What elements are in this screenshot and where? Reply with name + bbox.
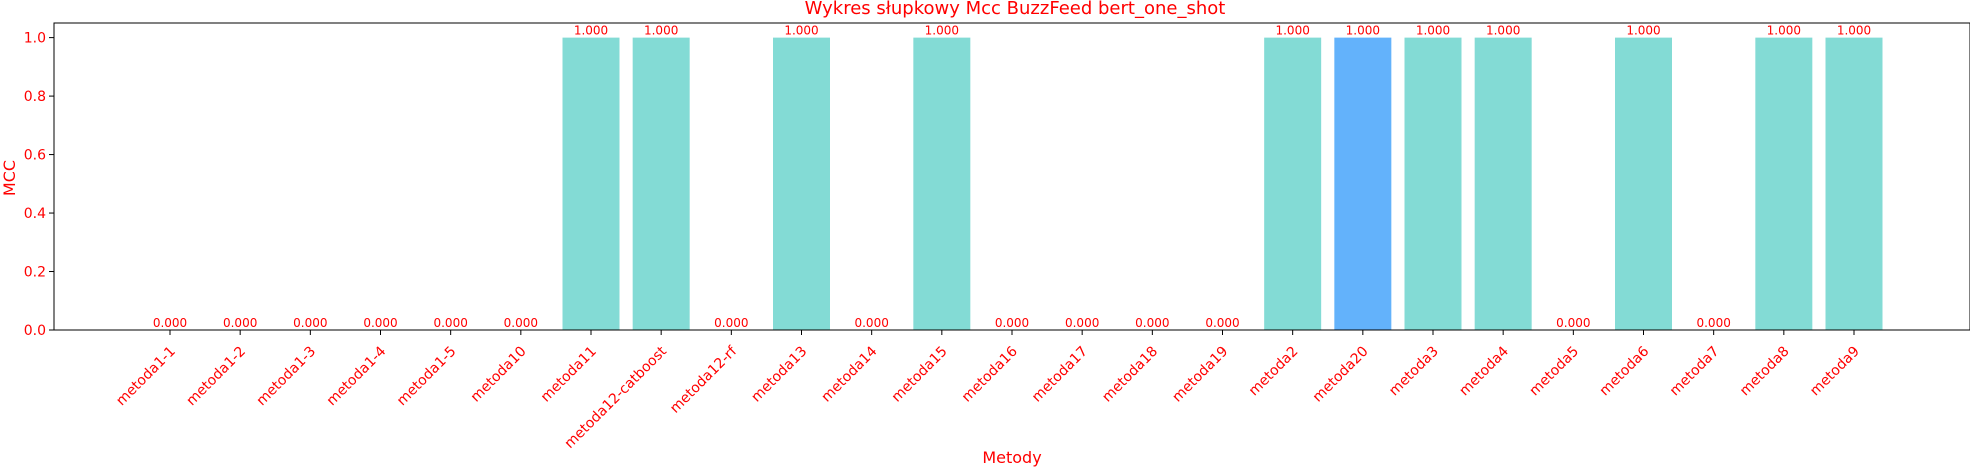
- x-tick-label-metoda19: metoda19: [1169, 344, 1231, 406]
- bars-group: [562, 37, 1883, 330]
- y-tick-label-0.6: 0.6: [24, 148, 46, 164]
- x-tick-label-metoda13: metoda13: [748, 344, 810, 406]
- x-tick-label-metoda7: metoda7: [1667, 344, 1723, 400]
- data-label-metoda1-4: 0.000: [363, 316, 397, 330]
- chart-title: Wykres słupkowy Mcc BuzzFeed bert_one_sh…: [805, 0, 1226, 19]
- data-label-metoda4: 1.000: [1486, 24, 1520, 38]
- x-tick-label-metoda14: metoda14: [819, 343, 881, 405]
- data-label-metoda5: 0.000: [1556, 316, 1590, 330]
- bar-metoda6: [1615, 37, 1672, 330]
- bar-metoda8: [1755, 37, 1813, 330]
- data-label-metoda10: 0.000: [504, 316, 538, 330]
- x-tick-label-metoda12-rf: metoda12-rf: [667, 343, 741, 417]
- y-tick-label-1.0: 1.0: [24, 31, 46, 47]
- data-label-metoda19: 0.000: [1205, 316, 1239, 330]
- x-tick-label-metoda9: metoda9: [1807, 344, 1863, 400]
- x-tick-label-metoda18: metoda18: [1099, 344, 1161, 406]
- data-label-metoda13: 1.000: [784, 24, 818, 38]
- x-tick-label-metoda8: metoda8: [1737, 344, 1793, 400]
- x-tick-label-metoda17: metoda17: [1029, 344, 1091, 406]
- x-tick-label-metoda4: metoda4: [1456, 343, 1512, 399]
- data-label-metoda1-2: 0.000: [223, 316, 257, 330]
- bar-metoda2: [1264, 37, 1322, 330]
- bar-metoda13: [773, 37, 830, 330]
- data-label-metoda2: 1.000: [1275, 24, 1309, 38]
- data-label-metoda17: 0.000: [1065, 316, 1099, 330]
- data-label-metoda8: 1.000: [1767, 24, 1801, 38]
- data-label-metoda14: 0.000: [854, 316, 888, 330]
- bar-metoda20: [1334, 37, 1392, 330]
- data-label-metoda6: 1.000: [1626, 24, 1660, 38]
- bar-metoda4: [1474, 37, 1532, 330]
- x-axis-label: Metody: [982, 448, 1041, 467]
- data-label-metoda16: 0.000: [995, 316, 1029, 330]
- x-tick-label-metoda1-3: metoda1-3: [254, 344, 320, 410]
- data-label-metoda7: 0.000: [1696, 316, 1730, 330]
- bar-metoda11: [562, 37, 620, 330]
- x-tick-label-metoda1-5: metoda1-5: [394, 344, 460, 410]
- y-tick-label-0.4: 0.4: [24, 206, 46, 222]
- data-label-metoda1-1: 0.000: [153, 316, 187, 330]
- x-tick-label-metoda16: metoda16: [959, 343, 1021, 405]
- bar-metoda12-catboost: [632, 37, 690, 330]
- x-tick-label-metoda11: metoda11: [538, 344, 600, 406]
- x-tick-label-metoda15: metoda15: [889, 344, 951, 406]
- x-tick-label-metoda5: metoda5: [1527, 344, 1583, 400]
- x-tick-label-metoda3: metoda3: [1386, 344, 1442, 400]
- plot-frame: [53, 22, 1970, 331]
- x-tick-label-metoda1-4: metoda1-4: [324, 343, 390, 409]
- bar-metoda3: [1404, 37, 1462, 330]
- data-label-metoda9: 1.000: [1837, 24, 1871, 38]
- data-label-metoda1-5: 0.000: [433, 316, 467, 330]
- x-tick-label-metoda2: metoda2: [1246, 344, 1302, 400]
- data-labels-group: 0.000 0.000 0.000 0.000 0.000 0.000 1.000 1.000…: [153, 24, 1871, 330]
- data-label-metoda15: 1.000: [925, 24, 959, 38]
- x-tick-label-metoda1-2: metoda1-2: [183, 344, 249, 410]
- y-axis: 0.0 0.2 0.4 0.6 0.8 1.0: [24, 31, 54, 339]
- x-tick-label-metoda20: metoda20: [1310, 344, 1372, 406]
- x-tick-label-metoda1-1: metoda1-1: [113, 344, 179, 410]
- y-axis-label: MCC: [0, 160, 19, 196]
- data-label-metoda1-3: 0.000: [293, 316, 327, 330]
- data-label-metoda3: 1.000: [1416, 24, 1450, 38]
- data-label-metoda11: 1.000: [574, 24, 608, 38]
- y-tick-label-0.2: 0.2: [24, 265, 46, 281]
- y-tick-label-0.8: 0.8: [24, 89, 46, 105]
- x-axis: metoda1-1 metoda1-2 metoda1-3 metoda1-4 meto…: [113, 330, 1863, 452]
- bar-metoda15: [913, 37, 971, 330]
- data-label-metoda12-catboost: 1.000: [644, 24, 678, 38]
- y-tick-label-0.0: 0.0: [24, 323, 46, 339]
- data-label-metoda18: 0.000: [1135, 316, 1169, 330]
- data-label-metoda12-rf: 0.000: [714, 316, 748, 330]
- data-label-metoda20: 1.000: [1346, 24, 1380, 38]
- x-tick-label-metoda6: metoda6: [1597, 343, 1653, 399]
- bar-metoda9: [1825, 37, 1883, 330]
- x-tick-label-metoda10: metoda10: [468, 344, 530, 406]
